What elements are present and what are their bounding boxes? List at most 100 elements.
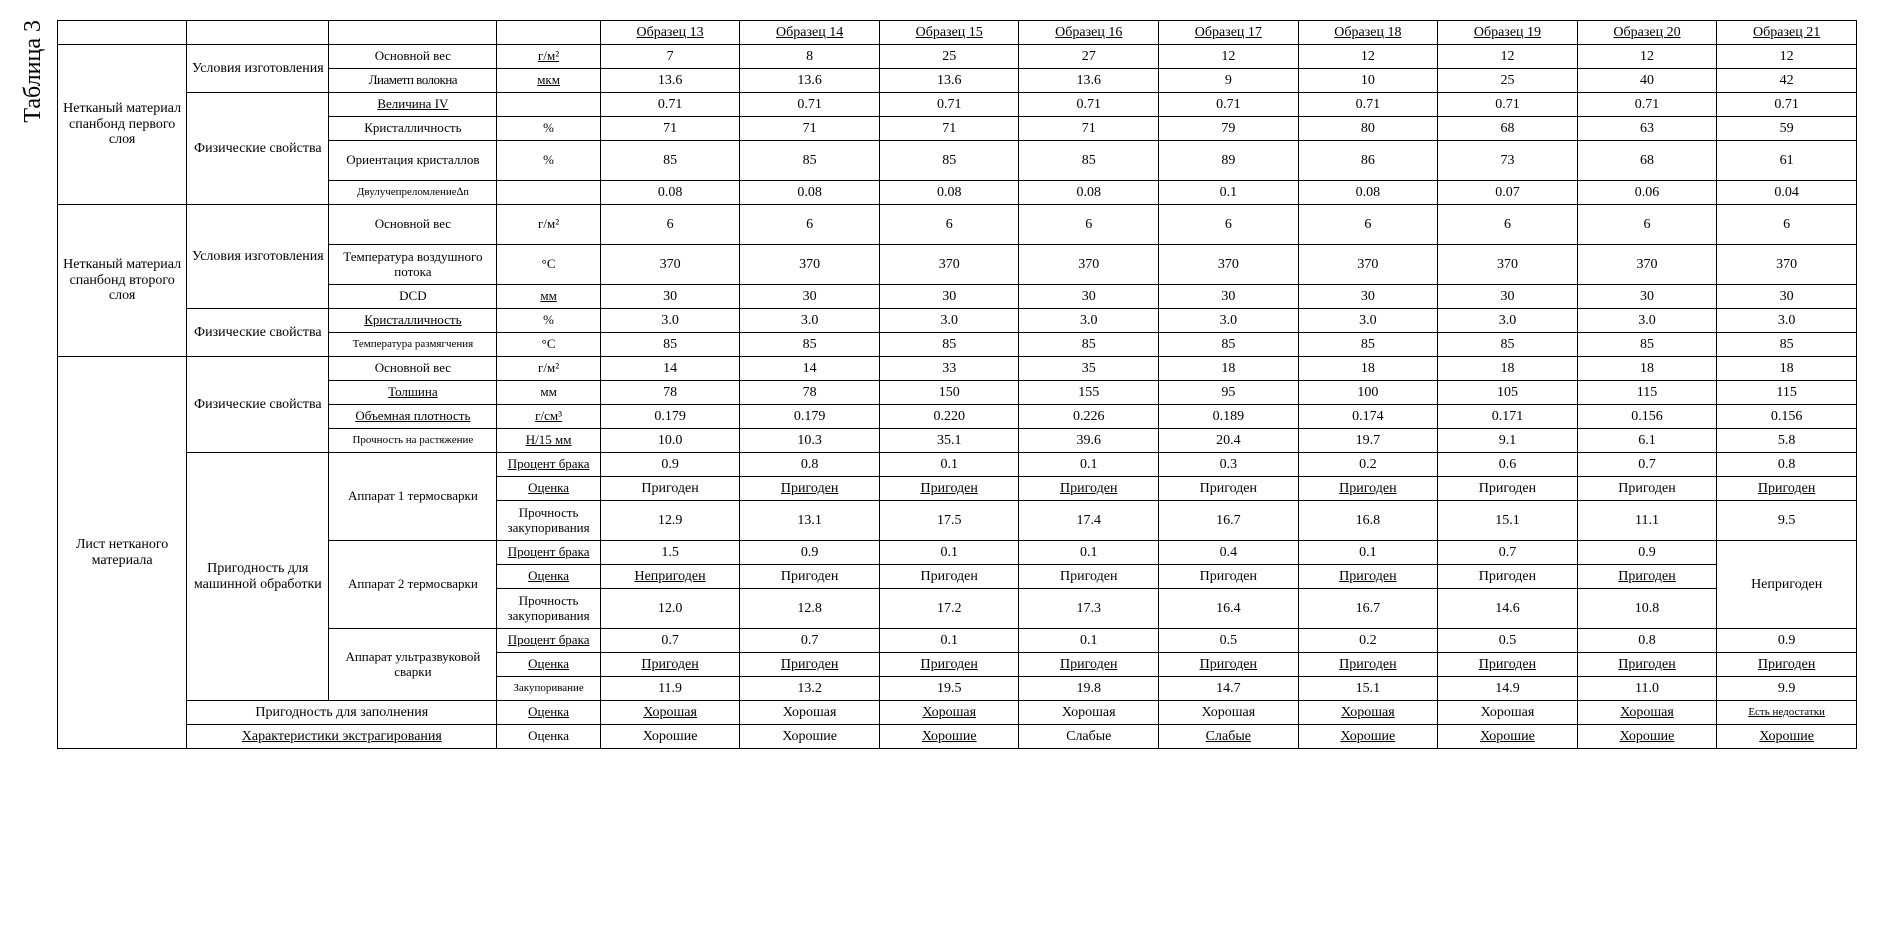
value-cell: 12.0 [600,589,740,629]
value-cell: 18 [1438,357,1578,381]
value-cell: 27 [1019,45,1159,69]
value-cell: 370 [1298,245,1438,285]
value-cell: 0.71 [879,93,1019,117]
value-cell: 10 [1298,69,1438,93]
value-cell: 25 [1438,69,1578,93]
value-cell: 13.6 [740,69,880,93]
value-cell: 7 [600,45,740,69]
unit-cell: °C [497,333,600,357]
value-cell: 61 [1717,141,1857,181]
value-cell: 0.08 [879,181,1019,205]
value-cell: 0.1 [879,629,1019,653]
value-cell: 1.5 [600,541,740,565]
value-cell: 78 [600,381,740,405]
param-label: Кристалличность [329,309,497,333]
main-table: Образец 13 Образец 14 Образец 15 Образец… [57,20,1857,749]
value-cell: 6 [740,205,880,245]
value-cell: 85 [1159,333,1299,357]
value-cell: 17.3 [1019,589,1159,629]
param-label: Закупоривание [497,677,600,701]
value-cell: 18 [1717,357,1857,381]
value-cell: 0.3 [1159,453,1299,477]
section1-title: Нетканый материал спанбонд первого слоя [58,45,187,205]
header-row: Образец 13 Образец 14 Образец 15 Образец… [58,21,1857,45]
value-cell: 14 [600,357,740,381]
value-cell: Хорошая [879,701,1019,725]
value-cell: Хорошая [1019,701,1159,725]
param-label: Ориентация кристаллов [329,141,497,181]
value-cell: 85 [740,141,880,181]
value-cell: Пригоден [1298,565,1438,589]
value-cell: 85 [1717,333,1857,357]
col-header: Образец 19 [1438,21,1578,45]
value-cell: 370 [1019,245,1159,285]
value-cell: 85 [1438,333,1578,357]
value-cell: 0.08 [1298,181,1438,205]
value-cell: 3.0 [600,309,740,333]
value-cell: Непригоден [1717,541,1857,629]
value-cell: 16.8 [1298,501,1438,541]
value-cell: Хорошие [879,725,1019,749]
app3-title: Аппарат ультразвуковой сварки [329,629,497,701]
value-cell: 370 [879,245,1019,285]
value-cell: 9.1 [1438,429,1578,453]
value-cell: 6 [1159,205,1299,245]
value-cell: 85 [879,141,1019,181]
value-cell: 0.8 [1577,629,1717,653]
value-cell: 3.0 [1019,309,1159,333]
value-cell: 17.4 [1019,501,1159,541]
value-cell: 0.7 [1577,453,1717,477]
value-cell: 30 [1159,285,1299,309]
value-cell: 95 [1159,381,1299,405]
value-cell: 0.7 [740,629,880,653]
value-cell: Хорошая [1438,701,1578,725]
value-cell: Пригоден [879,477,1019,501]
value-cell: 0.189 [1159,405,1299,429]
value-cell: 80 [1298,117,1438,141]
value-cell: 0.4 [1159,541,1299,565]
value-cell: 85 [1019,141,1159,181]
value-cell: 30 [1577,285,1717,309]
section2-phys-title: Физические свойства [187,309,329,357]
value-cell: 0.9 [740,541,880,565]
value-cell: 10.8 [1577,589,1717,629]
param-label: Оценка [497,701,600,725]
param-label: Прочность на растяжение [329,429,497,453]
extract-title: Характеристики экстрагирования [187,725,497,749]
value-cell: 0.1 [1159,181,1299,205]
value-cell: 0.156 [1717,405,1857,429]
col-header: Образец 14 [740,21,880,45]
value-cell: 8 [740,45,880,69]
value-cell: 0.71 [600,93,740,117]
col-header: Образец 17 [1159,21,1299,45]
value-cell: Хорошая [1159,701,1299,725]
value-cell: 3.0 [879,309,1019,333]
unit-cell: % [497,117,600,141]
param-label: Процент брака [497,541,600,565]
value-cell: 16.4 [1159,589,1299,629]
value-cell: 9.5 [1717,501,1857,541]
value-cell: 86 [1298,141,1438,181]
unit-cell [497,93,600,117]
value-cell: 71 [879,117,1019,141]
value-cell: 0.5 [1438,629,1578,653]
param-label: Основной вес [329,205,497,245]
value-cell: 6 [1298,205,1438,245]
value-cell: Пригоден [879,565,1019,589]
unit-cell: % [497,141,600,181]
value-cell: 115 [1717,381,1857,405]
app1-title: Аппарат 1 термосварки [329,453,497,541]
value-cell: 0.8 [740,453,880,477]
value-cell: Пригоден [1717,477,1857,501]
value-cell: 85 [1577,333,1717,357]
value-cell: Пригоден [879,653,1019,677]
unit-cell: Н/15 мм [497,429,600,453]
value-cell: 12 [1438,45,1578,69]
value-cell: 0.1 [1019,453,1159,477]
table-row: Нетканый материал спанбонд второго слоя … [58,205,1857,245]
value-cell: 0.6 [1438,453,1578,477]
param-label: Процент брака [497,629,600,653]
value-cell: 68 [1438,117,1578,141]
value-cell: 16.7 [1298,589,1438,629]
table-row: Нетканый материал спанбонд первого слоя … [58,45,1857,69]
